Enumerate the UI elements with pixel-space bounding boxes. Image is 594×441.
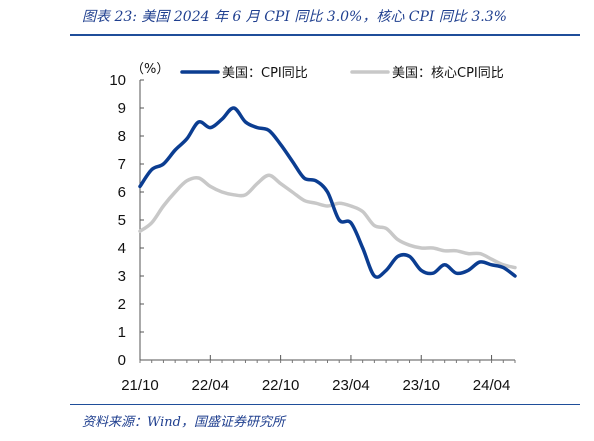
legend-label-cpi: 美国：CPI同比 — [222, 66, 308, 81]
title-rule — [70, 34, 580, 36]
y-tick-label: 5 — [118, 212, 126, 229]
y-tick-label: 6 — [118, 184, 126, 201]
chart-series — [138, 106, 517, 279]
source-rule — [70, 404, 580, 405]
x-tick-label: 24/04 — [473, 377, 511, 394]
chart-legend: 美国：CPI同比 美国：核心CPI同比 — [180, 66, 504, 81]
y-unit-label: （%） — [131, 62, 169, 77]
x-tick-label: 22/04 — [192, 377, 230, 394]
x-tick-label: 21/10 — [121, 377, 159, 394]
series-line-cpi — [138, 106, 517, 279]
y-tick-label: 0 — [118, 352, 126, 369]
series-line-core_cpi — [138, 173, 517, 270]
y-tick-label: 9 — [118, 100, 126, 117]
y-tick-label: 2 — [118, 296, 126, 313]
y-tick-label: 4 — [118, 240, 126, 257]
x-tick-label: 23/10 — [402, 377, 440, 394]
figure-source: 资料来源：Wind，国盛证券研究所 — [82, 415, 285, 430]
y-tick-label: 3 — [118, 268, 126, 285]
y-tick-label: 10 — [109, 72, 126, 89]
x-tick-label: 23/04 — [332, 377, 370, 394]
figure-title: 图表 23: 美国 2024 年 6 月 CPI 同比 3.0%，核心 CPI … — [82, 9, 507, 25]
legend-label-core_cpi: 美国：核心CPI同比 — [392, 66, 504, 81]
chart-axes: 0 1 2 3 4 5 6 7 8 9 10 （%） 21/10 22/04 22/10 23/04 23/10… — [109, 62, 516, 394]
y-tick-label: 1 — [118, 324, 126, 341]
x-tick-label: 22/10 — [262, 377, 300, 394]
y-tick-label: 7 — [118, 156, 126, 173]
y-tick-label: 8 — [118, 128, 126, 145]
